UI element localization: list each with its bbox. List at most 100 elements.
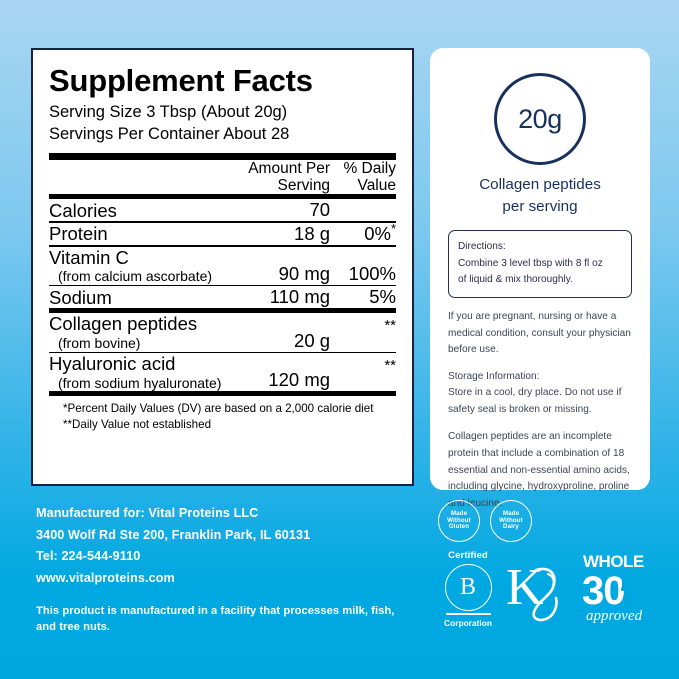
- bcorp-ring: B: [444, 564, 492, 611]
- header-dv-line2: Value: [357, 176, 397, 194]
- row-sublabel-vitamin-c: (from calcium ascorbate): [58, 267, 213, 284]
- bcorp-bottom-text: Corporation: [444, 618, 492, 628]
- divider-5: [49, 351, 396, 354]
- whole30-approved: approved: [586, 608, 643, 624]
- info-card: 20g Collagen peptides per serving Direct…: [430, 48, 650, 509]
- amino-acid-text: Collagen peptides are an incomplete prot…: [448, 431, 630, 509]
- gluten-line3: Gluten: [448, 523, 470, 531]
- card-headline: Collagen peptides per serving: [448, 174, 632, 217]
- kosher-k-icon: K: [504, 552, 576, 626]
- manufacturer-info: Manufactured for: Vital Proteins LLC 340…: [36, 503, 396, 636]
- nutrition-rows-group-4: Sodium 110 mg 5%: [49, 286, 396, 308]
- nutrition-rows-group-2: Protein 18 g 0%*: [49, 220, 396, 245]
- divider-2: [49, 244, 396, 247]
- row-dv-hyaluronic-acid: **: [384, 357, 396, 375]
- supplement-facts-panel: Supplement Facts Serving Size 3 Tbsp (Ab…: [31, 48, 414, 486]
- row-label-collagen-main: Collagen peptides: [49, 313, 198, 335]
- nutrition-rows-group-6: Hyaluronic acid (from sodium hyaluronate…: [49, 353, 396, 391]
- row-amount-vitamin-c: 90 mg: [278, 262, 331, 284]
- nutrition-rows-group-5: Collagen peptides (from bovine) 20 g **: [49, 313, 396, 351]
- row-amount-collagen-peptides: 20 g: [294, 329, 331, 351]
- row-dv-protein-star: *: [390, 220, 396, 236]
- serving-amount-circle: 20g: [494, 73, 586, 165]
- dairy-line2: Without: [499, 516, 523, 524]
- divider-6-thick: [49, 391, 396, 397]
- row-label-hyaluronic-acid: Hyaluronic acid (from sodium hyaluronate…: [49, 353, 223, 391]
- whole30-word: WHOLE: [583, 552, 644, 571]
- bcorp-top-text: Certified: [448, 550, 488, 561]
- page-title: Supplement Facts: [49, 63, 313, 98]
- directions-line1: Combine 3 level tbsp with 8 fl oz: [458, 257, 603, 269]
- divider-3: [49, 284, 396, 287]
- row-amount-sodium: 110 mg: [269, 286, 331, 308]
- header-dv-line1: % Daily: [343, 159, 396, 177]
- allergen-note: This product is manufactured in a facili…: [36, 604, 395, 634]
- table-row: Vitamin C (from calcium ascorbate) 90 mg…: [49, 247, 396, 285]
- row-sublabel-hyaluronic: (from sodium hyaluronate): [58, 374, 222, 391]
- svg-text:K: K: [506, 559, 544, 616]
- card-headline-line2: per serving: [502, 197, 578, 215]
- table-row: Collagen peptides (from bovine) 20 g **: [49, 313, 396, 351]
- table-row: Sodium 110 mg 5%: [49, 286, 396, 308]
- dairy-line3: Dairy: [503, 523, 519, 531]
- whole30-fork: [621, 578, 634, 607]
- dairy-line1: Made: [502, 509, 520, 517]
- row-label-vitamin-c: Vitamin C (from calcium ascorbate): [49, 247, 223, 285]
- directions-label: Directions:: [458, 241, 506, 253]
- row-amount-protein: 18 g: [294, 222, 331, 244]
- row-label-vitamin-c-main: Vitamin C: [49, 246, 129, 268]
- row-amount-hyaluronic-acid: 120 mg: [268, 369, 331, 391]
- nutrition-rows-group-3: Vitamin C (from calcium ascorbate) 90 mg…: [49, 247, 396, 285]
- row-amount-calories: 70: [309, 199, 331, 221]
- made-without-gluten-icon: Made Without Gluten: [438, 500, 480, 542]
- made-without-dairy-icon: Made Without Dairy: [490, 500, 532, 542]
- bcorp-letter: B: [459, 574, 476, 600]
- row-dv-protein-value: 0%: [364, 222, 391, 244]
- row-dv-calories: [330, 199, 396, 221]
- gluten-line2: Without: [447, 516, 471, 524]
- servings-per-container-text: Servings Per Container About 28: [49, 124, 290, 143]
- row-label-protein: Protein: [49, 223, 108, 245]
- header-amount-line2: Serving: [277, 176, 331, 194]
- divider-1: [49, 221, 396, 223]
- mini-badge-row: Made Without Gluten Made Without Dairy: [438, 500, 532, 542]
- whole30-number: 30: [582, 569, 625, 613]
- whole30-approved-icon: WHOLE 30 approved: [580, 548, 654, 624]
- header-blank: [49, 160, 223, 195]
- divider-4-thick: [49, 308, 396, 314]
- header-amount-line1: Amount Per: [248, 159, 331, 177]
- storage-text: Store in a cool, dry place. Do not use i…: [448, 387, 622, 415]
- row-label-collagen-peptides: Collagen peptides (from bovine): [49, 313, 223, 351]
- row-label-hyaluronic-main: Hyaluronic acid: [49, 353, 176, 375]
- divider-below-headers: [49, 194, 396, 200]
- gluten-line1: Made: [450, 509, 468, 517]
- whole30-svg: WHOLE 30 approved: [582, 552, 644, 624]
- kosher-k-svg: K: [506, 559, 558, 622]
- serving-size-text: Serving Size 3 Tbsp (About 20g): [49, 103, 288, 122]
- header-percent-daily-value: % Daily Value: [330, 160, 396, 195]
- row-dv-collagen-peptides: **: [384, 317, 396, 335]
- storage-label: Storage Information:: [448, 370, 540, 382]
- manufacturer-website[interactable]: www.vitalproteins.com: [36, 570, 175, 585]
- row-dv-protein: 0%*: [330, 220, 396, 245]
- table-row: Protein 18 g 0%*: [49, 220, 396, 245]
- manufacturer-phone: Tel: 224-544-9110: [36, 549, 141, 564]
- header-amount-per-serving: Amount Per Serving: [223, 159, 331, 195]
- serving-amount-value: 20g: [518, 103, 562, 134]
- divider-thick-top: [49, 152, 396, 160]
- table-row: Calories 70: [49, 199, 396, 221]
- footnote-dv-not-established: **Daily Value not established: [63, 418, 212, 431]
- nutrition-rows-group-1: Calories 70: [49, 199, 396, 221]
- row-dv-sodium: 5%: [369, 286, 396, 308]
- footnote-daily-values: *Percent Daily Values (DV) are based on …: [63, 402, 374, 416]
- certification-badges: Made Without Gluten Made Without Dairy C…: [432, 500, 654, 630]
- nutrition-table: Amount Per Serving % Daily Value: [49, 160, 396, 195]
- row-sublabel-collagen: (from bovine): [58, 334, 141, 351]
- directions-line2: of liquid & mix thoroughly.: [458, 273, 573, 285]
- row-label-sodium: Sodium: [49, 286, 112, 308]
- table-header-row: Amount Per Serving % Daily Value: [49, 160, 396, 195]
- row-label-calories: Calories: [49, 199, 117, 221]
- table-row: Hyaluronic acid (from sodium hyaluronate…: [49, 353, 396, 391]
- card-headline-line1: Collagen peptides: [479, 176, 601, 193]
